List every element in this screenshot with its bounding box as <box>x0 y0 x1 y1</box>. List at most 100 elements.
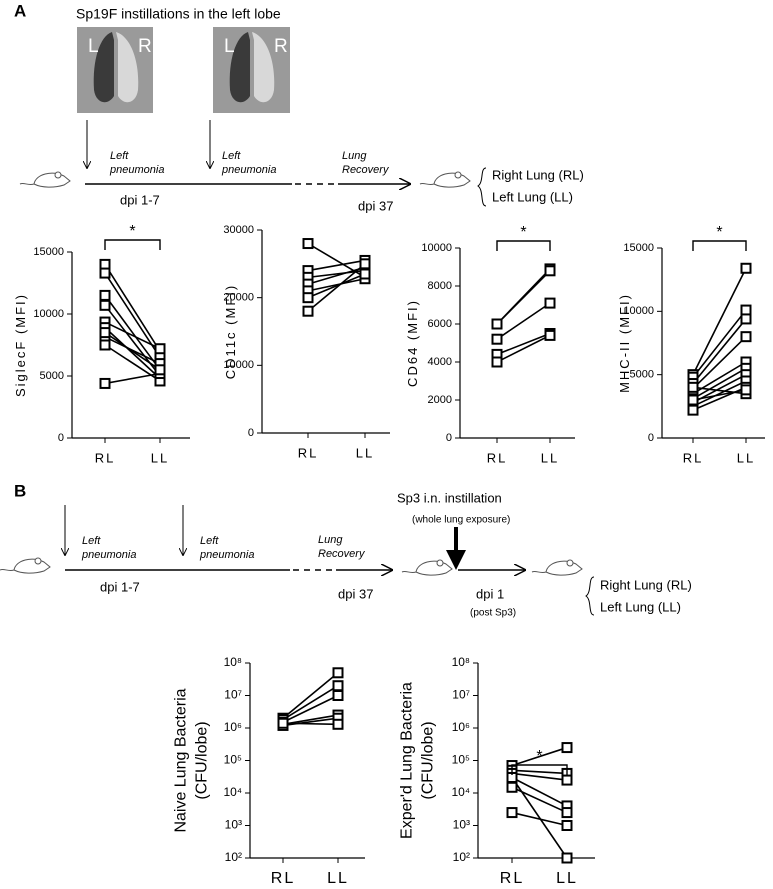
pair-line <box>496 302 551 340</box>
y-tick-label: 10² <box>453 850 470 864</box>
x-tick-label: LL <box>737 450 755 465</box>
pair-line <box>692 309 747 378</box>
data-point <box>99 258 111 270</box>
charts: 0 5000 10000 15000 RL LL SiglecF (MFI) * 0 10000 2… <box>13 223 765 887</box>
y-tick-label: 0 <box>58 432 64 444</box>
y-tick-label: 10000 <box>223 359 254 371</box>
significance-label: * <box>536 748 542 765</box>
pair-line <box>307 273 366 299</box>
pair-line <box>307 277 366 292</box>
y-tick-label: 15000 <box>33 246 64 258</box>
y-axis-title: Naive Lung Bacteria (CFU/lobe) <box>173 688 211 832</box>
pair-line <box>104 327 161 380</box>
challenge-note: (whole lung exposure) <box>412 515 510 526</box>
panel-title: Sp19F instillations in the left lobe <box>76 6 281 22</box>
data-point <box>506 807 518 819</box>
y-tick-label: 15000 <box>623 242 654 254</box>
y-tick-label: 10000 <box>623 305 654 317</box>
y-tick-label: 10³ <box>225 818 242 832</box>
y-tick-label: 20000 <box>223 292 254 304</box>
data-point <box>154 343 166 355</box>
y-tick-label: 10⁷ <box>452 688 470 702</box>
outcome-label: Right Lung (RL) <box>492 167 584 182</box>
data-point <box>99 339 111 351</box>
y-axis-title: SiglecF (MFI) <box>13 293 28 397</box>
y-tick-label: 10⁵ <box>452 753 470 767</box>
significance-label: * <box>129 223 135 240</box>
mouse-icon <box>419 171 471 188</box>
event-label: Left pneumonia <box>221 150 276 176</box>
x-tick-label: LL <box>556 870 578 887</box>
time-label: dpi 37 <box>358 198 393 213</box>
data-point <box>561 807 573 819</box>
y-tick-label: 8000 <box>428 280 452 292</box>
significance-bracket <box>104 239 161 250</box>
x-tick-label: LL <box>356 445 374 460</box>
data-point <box>544 297 556 309</box>
data-point <box>332 680 344 692</box>
data-point <box>332 690 344 701</box>
data-point <box>544 265 556 277</box>
data-point <box>332 667 344 679</box>
data-point <box>740 304 752 316</box>
pair-line <box>692 367 747 400</box>
data-point <box>302 305 314 317</box>
x-tick-label: RL <box>500 870 524 887</box>
data-point <box>561 742 573 754</box>
data-point <box>359 258 371 270</box>
y-tick-label: 10⁸ <box>452 655 470 669</box>
outcome-label: Left Lung (LL) <box>492 189 573 204</box>
y-tick-label: 10⁸ <box>224 655 242 669</box>
data-point <box>302 238 314 250</box>
challenge-label: Sp3 i.n. instillation <box>397 490 502 505</box>
pair-line <box>282 722 339 726</box>
x-tick-label: LL <box>151 450 169 465</box>
data-point <box>740 384 752 396</box>
y-tick-label: 10⁴ <box>223 785 242 799</box>
x-tick-label: RL <box>95 450 116 465</box>
y-tick-label: 4000 <box>428 356 452 368</box>
y-tick-label: 0 <box>248 427 254 439</box>
y-tick-label: 10⁶ <box>452 720 470 734</box>
panel-label: B <box>14 481 26 500</box>
event-label: Lung Recovery <box>318 534 366 560</box>
y-tick-label: 10⁴ <box>451 785 470 799</box>
y-tick-label: 0 <box>446 432 452 444</box>
data-point <box>491 356 503 368</box>
time-label: dpi 37 <box>338 586 373 601</box>
pair-line <box>692 389 747 401</box>
data-point <box>740 262 752 274</box>
data-point <box>687 404 699 416</box>
pair-line <box>104 372 161 385</box>
data-point <box>154 364 166 376</box>
y-tick-label: 5000 <box>40 370 64 382</box>
x-tick-label: RL <box>487 450 508 465</box>
pair-line <box>692 318 747 385</box>
y-axis-title: Exper'd Lung Bacteria (CFU/lobe) <box>399 682 437 839</box>
image-label: L <box>88 36 99 57</box>
pair-line <box>692 386 747 395</box>
data-point <box>99 327 111 339</box>
y-tick-label: 10² <box>225 850 242 864</box>
lung-image: L R <box>77 27 153 113</box>
y-tick-label: 0 <box>648 432 654 444</box>
y-axis-title: CD64 (MFI) <box>405 299 420 387</box>
pair-line <box>307 266 366 285</box>
pair-line <box>496 334 551 363</box>
data-point <box>332 718 344 730</box>
pair-line <box>104 331 161 371</box>
outcome-label: Right Lung (RL) <box>600 577 692 592</box>
event-label: Left pneumonia <box>199 535 254 561</box>
x-tick-label: RL <box>298 445 319 460</box>
mouse-icon <box>531 559 583 576</box>
pair-line <box>511 769 568 775</box>
x-tick-label: RL <box>271 870 295 887</box>
significance-bracket <box>511 764 568 775</box>
pair-line <box>104 294 161 371</box>
y-tick-label: 5000 <box>630 369 654 381</box>
significance-label: * <box>520 224 526 241</box>
data-point <box>687 394 699 406</box>
y-tick-label: 30000 <box>223 224 254 236</box>
y-tick-label: 10000 <box>421 242 452 254</box>
event-label: Left pneumonia <box>81 535 136 561</box>
